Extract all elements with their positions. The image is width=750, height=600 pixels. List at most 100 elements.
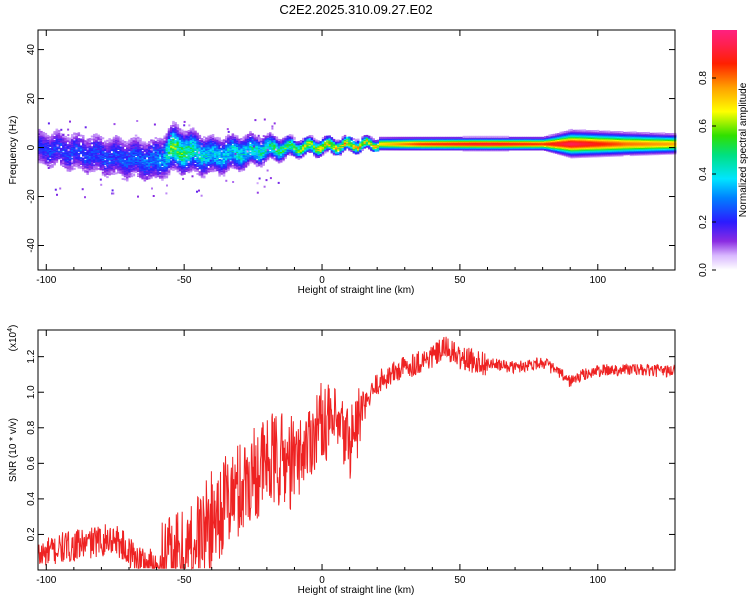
spectrogram-cell [161,178,164,181]
spectrogram-cell [258,136,261,139]
spectrogram-cell [150,150,153,153]
spectrogram-cell [258,144,261,147]
spectrogram-cell [332,141,336,144]
spectrogram-cell [88,165,92,168]
spectrogram-cell [332,138,336,141]
spectrogram-cell [84,159,87,162]
spectrogram-cell [53,161,56,164]
spectrogram-cell [262,138,265,141]
spectrogram-cell [357,151,360,154]
spectrogram-cell [264,147,268,150]
spectrogram-cell [194,130,197,133]
spectrogram-cell [231,133,235,136]
spectrogram-cell [75,156,78,159]
spectrogram-cell [139,173,142,176]
spectrogram-cell [121,178,125,180]
spectrogram-cell [458,136,461,139]
spectrogram-cell [55,128,59,131]
spectrogram-cell [236,164,239,167]
spectrogram-cell [148,163,151,166]
spectrogram-cell [255,163,259,166]
spectrogram-cell [409,136,413,139]
spectrogram-cell [40,139,43,142]
spectrogram-cell [134,166,138,169]
spectrogram-cell [51,133,54,136]
spectrogram-cell [99,161,103,164]
spectrogram-cell [304,137,307,140]
spectrogram-cell [264,139,268,142]
spectrogram-cell [88,156,92,159]
spectrogram-cell [71,165,74,168]
spectrogram-cell [145,170,149,173]
spectrogram-cell [159,137,162,140]
spectrogram-cell [163,169,166,172]
spectrogram-cell [66,137,70,140]
spectrogram-cell [97,134,100,137]
spectrogram-cell [159,163,162,166]
spectrogram-cell [132,167,136,170]
spectrogram-cell [178,140,182,143]
spectrogram-cell [533,136,536,139]
spectrogram-cell [302,137,305,140]
spectrogram-cell [242,155,246,157]
spectrogram-cell [156,146,160,149]
spectrogram-cell [475,135,479,138]
spectrogram-cell [40,142,43,145]
spectrogram-cell [198,166,202,169]
spectrogram-cell [447,136,450,139]
spectrogram-cell [115,156,118,159]
spectrogram-cell [183,130,186,133]
spectrogram-cell [231,145,235,148]
spectrogram-cell [227,162,230,165]
spectrogram-cell [260,155,263,158]
spectrogram-cell [506,135,510,138]
spectrogram-cell [385,136,389,139]
spectrogram-cell [143,153,147,156]
spectrogram-cell [460,136,463,139]
spectrogram-cell [519,136,523,139]
spectrogram-cell [504,135,507,138]
spectrogram-cell [209,140,213,143]
spectrogram-cell [231,164,235,167]
spectrogram-cell [86,149,89,152]
spectrogram-cell [220,153,224,156]
spectrogram-cell [84,144,87,147]
spectrogram-cell [434,136,437,139]
spectrogram-cell [326,147,329,150]
spectrogram-cell [231,148,235,151]
spectrogram-cell [77,132,81,135]
spectrogram-cell [335,139,338,142]
spectrogram-cell [209,159,213,162]
spectrogram-cell [115,154,118,157]
spectrogram-cell [172,120,175,123]
spectrogram-cell [117,142,120,145]
spectrogram-cell [128,155,131,158]
spectrogram-cell [110,153,114,156]
spectrogram-cell [273,136,276,139]
spectrogram-cell [478,135,481,138]
spectrogram-cell [277,146,281,149]
spectrogram-cell [137,139,140,142]
spectrogram-cell [207,137,210,140]
spectrogram-cell [251,139,254,142]
spectrogram-cell [196,157,199,160]
spectrogram-cell [148,141,151,144]
spectrogram-cell [84,163,87,166]
spectrogram-cell [161,155,164,158]
spectrogram-cell [339,148,342,151]
spectrogram-cell [174,122,177,125]
spectrogram-cell [137,165,140,168]
spectrogram-cell [295,143,298,146]
spectrogram-cell [187,164,191,167]
spectrogram-cell [275,147,279,150]
spectrogram-cell [260,138,263,141]
spectrogram-cell [79,134,83,137]
spectrogram-cell [95,146,98,148]
spectrogram-cell [161,146,164,149]
spectrogram-cell [387,136,391,139]
spectrogram-cell [420,136,424,139]
spectrogram-cell [269,150,272,153]
spectrogram-cell [332,152,336,155]
spectrogram-cell [176,137,180,140]
spectrogram-cell [517,136,521,139]
